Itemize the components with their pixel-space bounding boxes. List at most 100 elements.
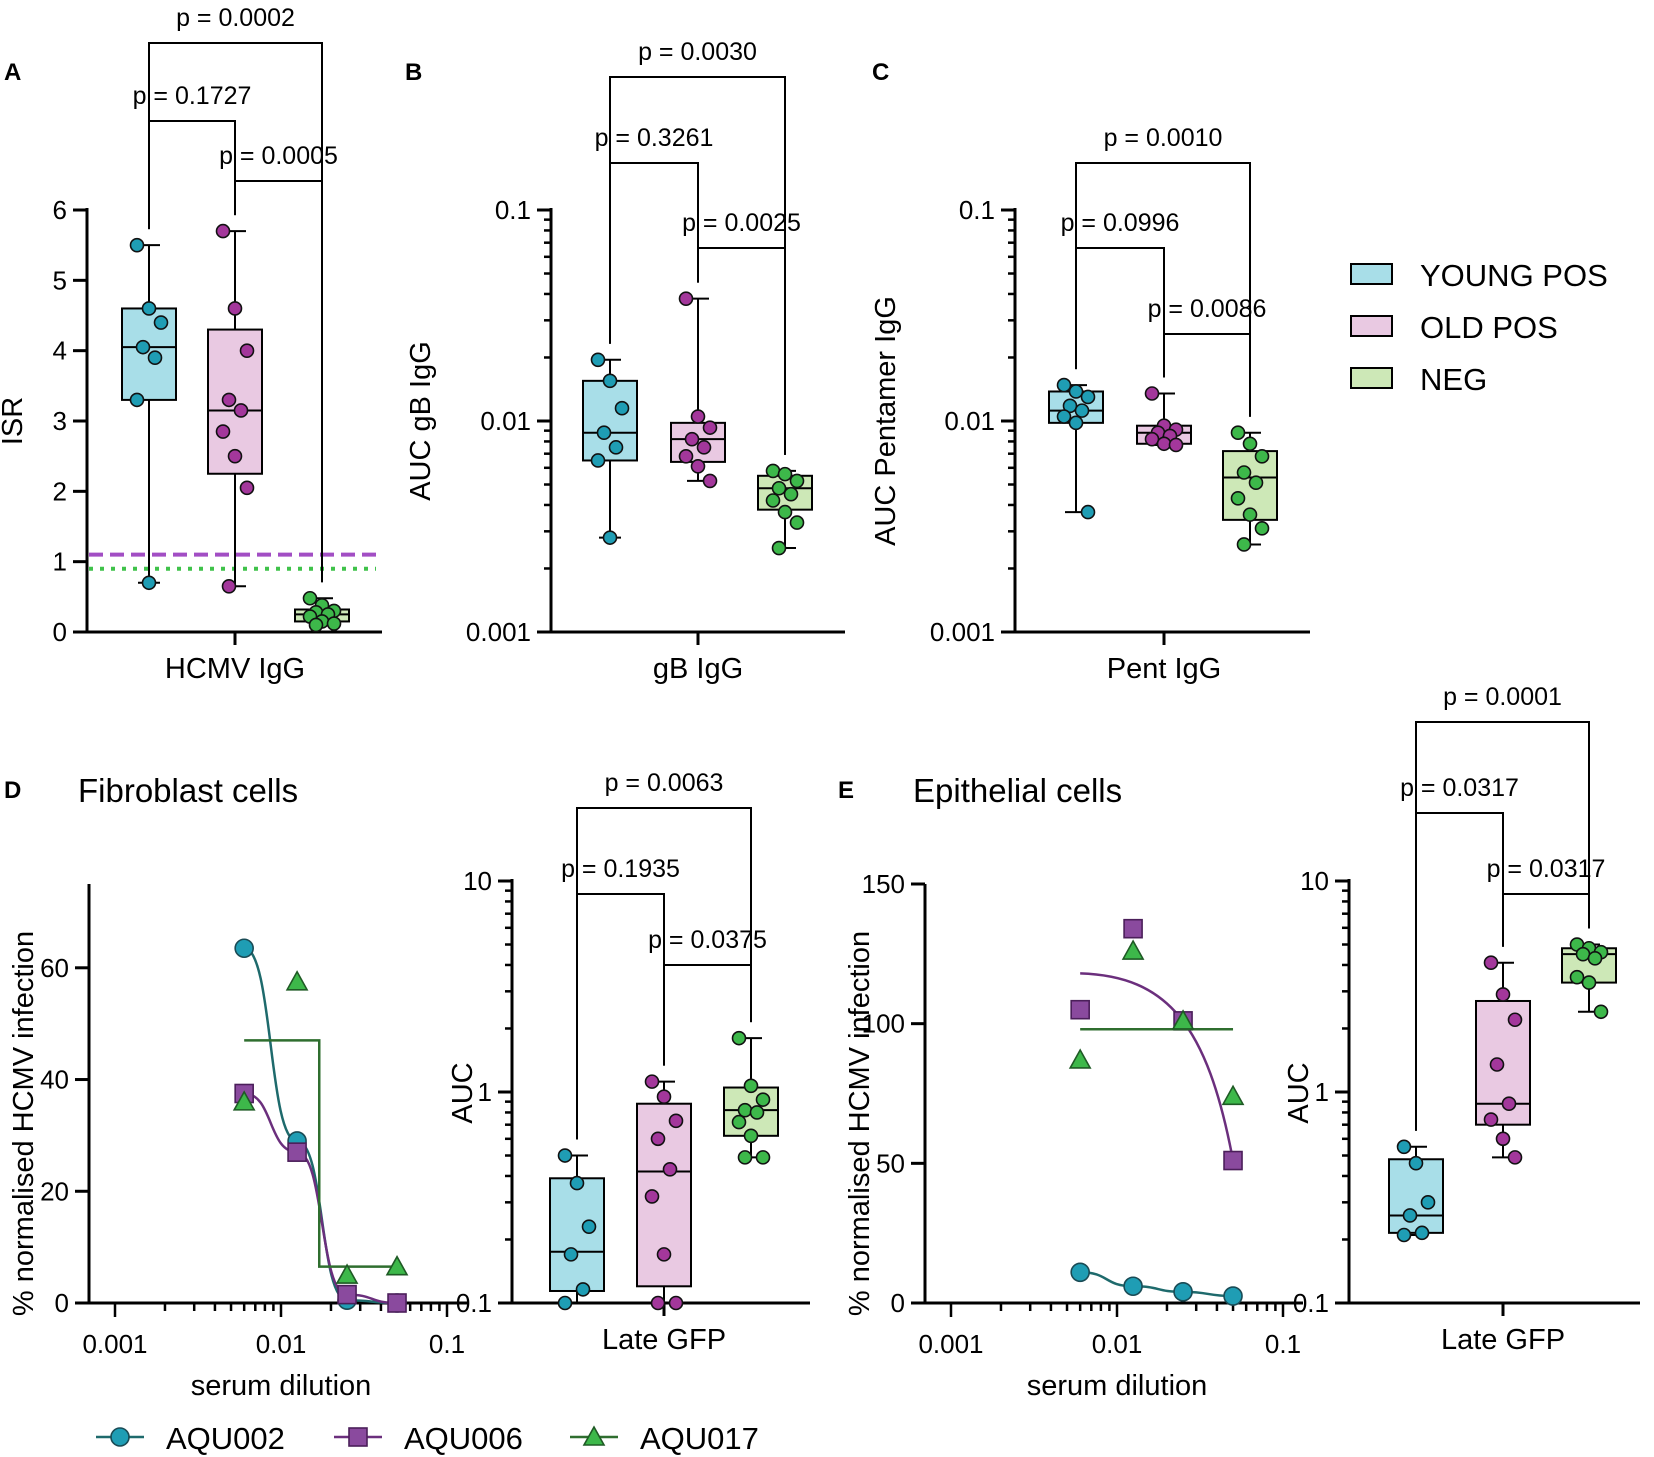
data-point	[1223, 1286, 1243, 1306]
data-point	[1074, 403, 1090, 418]
pvalue-label: p = 0.0063	[605, 769, 724, 797]
data-point	[644, 1074, 660, 1089]
pvalue-label: p = 0.0317	[1487, 855, 1606, 883]
data-point	[1144, 386, 1160, 401]
data-point	[1495, 987, 1511, 1002]
pvalue-label: p = 0.0317	[1400, 774, 1519, 802]
data-point	[557, 1148, 573, 1163]
fit-curve	[244, 1039, 398, 1268]
data-point	[221, 578, 237, 594]
data-point	[1236, 465, 1252, 480]
title-epithelial: Epithelial cells	[913, 772, 1122, 809]
data-point	[737, 1150, 753, 1165]
data-point	[789, 473, 805, 489]
pvalue-bracket: p = 0.0010	[1075, 124, 1251, 417]
pvalue-label: p = 0.0002	[176, 4, 295, 32]
data-point	[1587, 951, 1603, 966]
box-old	[1136, 386, 1192, 453]
y-tick-label: 0.001	[930, 617, 995, 647]
x-axis-label: Late GFP	[1441, 1324, 1565, 1356]
x-tick-label: 0.01	[256, 1329, 307, 1359]
data-point	[227, 301, 243, 316]
data-point	[1581, 975, 1597, 990]
data-point	[1070, 1262, 1090, 1283]
y-tick-label: 0.001	[466, 617, 531, 647]
bracket-line	[1163, 333, 1251, 417]
y-tick-label: 50	[876, 1148, 905, 1178]
data-point	[684, 431, 700, 447]
legend-label-neg: NEG	[1420, 362, 1487, 397]
data-point	[1236, 537, 1252, 552]
data-point	[239, 343, 255, 358]
data-point	[755, 1150, 771, 1165]
bracket-line	[609, 162, 699, 344]
data-point	[1396, 1227, 1412, 1243]
line-chart-e: 0 50 100 150 0.001 0.01 0.1 serum dilution % nor…	[844, 869, 1303, 1402]
box-neg	[1561, 937, 1617, 1020]
data-point	[1156, 436, 1172, 452]
fit-curve	[1080, 972, 1235, 1161]
data-point	[1221, 1084, 1245, 1106]
line-chart-d: 0 20 40 60 0.001 0.01 0.1 serum dilution % norma…	[8, 884, 467, 1402]
data-point	[1501, 1096, 1517, 1112]
series-aqu002	[234, 938, 407, 1313]
data-point	[702, 420, 718, 435]
pvalue-bracket: p = 0.0996	[1061, 209, 1179, 378]
data-point	[221, 392, 237, 408]
box-neg	[294, 590, 350, 633]
data-point	[285, 970, 309, 991]
x-axis-label: Pent IgG	[1107, 653, 1221, 685]
fit-curve	[1080, 1271, 1234, 1298]
data-point	[650, 1131, 666, 1147]
box-chart-c: Pent IgG 0.001 0.01 0.1 AUC Pentamer IgG p = …	[870, 124, 1310, 685]
fit-curve	[244, 1092, 398, 1305]
data-point	[668, 1295, 684, 1311]
data-point	[557, 1295, 573, 1311]
data-point	[1248, 475, 1264, 491]
y-tick-label: 6	[53, 195, 67, 225]
data-point	[1070, 999, 1090, 1020]
data-point	[1168, 437, 1184, 453]
y-tick-label: 2	[53, 476, 67, 506]
pvalue-bracket: p = 0.1727	[133, 82, 251, 230]
box-young	[549, 1148, 605, 1311]
data-point	[602, 530, 618, 545]
bracket-line	[1502, 893, 1590, 947]
box-young	[1388, 1139, 1444, 1243]
data-point	[239, 480, 255, 496]
y-tick-label: 40	[40, 1065, 69, 1095]
data-point	[1396, 1139, 1412, 1155]
data-point	[1569, 969, 1585, 985]
data-point	[1495, 1131, 1511, 1147]
data-point	[1230, 425, 1246, 441]
data-point	[233, 403, 249, 418]
legend-label: AQU017	[640, 1421, 759, 1456]
data-point	[743, 1128, 759, 1144]
data-point	[1123, 918, 1143, 939]
data-point	[1080, 504, 1096, 520]
data-point	[668, 1113, 684, 1129]
data-point	[650, 1295, 666, 1311]
x-tick-label: 0.001	[918, 1329, 983, 1359]
data-point	[737, 1102, 753, 1118]
legend-marker	[582, 1425, 606, 1446]
panel-letter-e: E	[838, 777, 854, 804]
data-point	[1068, 1048, 1092, 1069]
pvalue-label: p = 0.0030	[638, 38, 757, 66]
data-point	[1242, 436, 1258, 452]
data-point	[771, 480, 787, 496]
box-old	[670, 291, 726, 489]
x-axis-label: Late GFP	[602, 1324, 726, 1356]
series-aqu006	[1070, 918, 1243, 1171]
bracket-line	[234, 180, 323, 583]
pvalue-label: p = 0.0001	[1443, 683, 1562, 711]
fit-curve	[243, 946, 398, 1305]
x-tick-label: 0.01	[1092, 1329, 1143, 1359]
y-tick-label: 0	[55, 1288, 69, 1318]
bracket-line	[1075, 247, 1165, 378]
box-old	[1475, 955, 1531, 1165]
data-point	[1408, 1155, 1424, 1171]
x-axis-label: gB IgG	[653, 653, 743, 685]
data-point	[1254, 449, 1270, 464]
